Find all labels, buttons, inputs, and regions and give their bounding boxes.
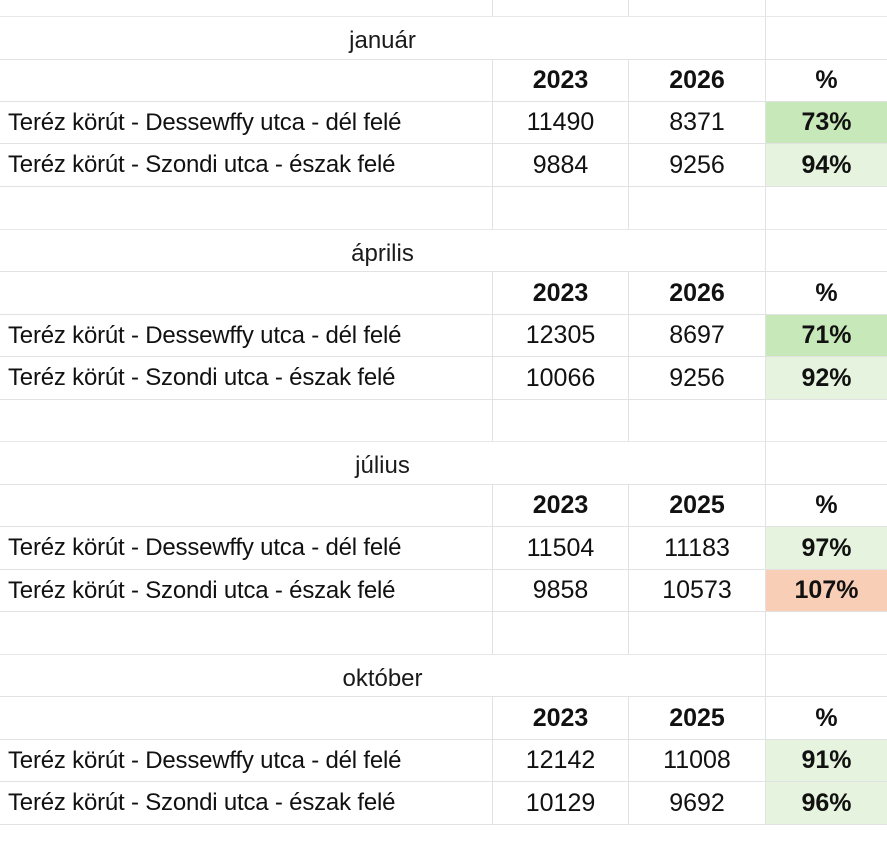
percent-cell[interactable]: 73% xyxy=(766,102,887,144)
month-title-row: január xyxy=(0,17,887,60)
row-label[interactable]: Teréz körút - Dessewffy utca - dél felé xyxy=(0,740,493,782)
header-year-2[interactable]: 2026 xyxy=(629,272,766,315)
row-label[interactable]: Teréz körút - Dessewffy utca - dél felé xyxy=(0,315,493,357)
row-label[interactable]: Teréz körút - Szondi utca - észak felé xyxy=(0,782,493,825)
row-label[interactable]: Teréz körút - Szondi utca - észak felé xyxy=(0,357,493,400)
value-year-2[interactable]: 9256 xyxy=(629,357,766,400)
empty-cell[interactable] xyxy=(493,400,629,442)
blank-row xyxy=(0,400,887,442)
month-title[interactable]: január xyxy=(0,17,766,60)
empty-cell[interactable] xyxy=(0,400,493,442)
empty-cell[interactable] xyxy=(629,187,766,230)
blank-row xyxy=(0,0,887,17)
empty-cell[interactable] xyxy=(766,400,887,442)
header-year-1[interactable]: 2023 xyxy=(493,485,629,527)
header-percent[interactable]: % xyxy=(766,485,887,527)
table-row: Teréz körút - Dessewffy utca - dél felé … xyxy=(0,315,887,357)
empty-cell[interactable] xyxy=(766,17,887,60)
empty-cell[interactable] xyxy=(0,485,493,527)
percent-cell[interactable]: 107% xyxy=(766,570,887,612)
header-year-1[interactable]: 2023 xyxy=(493,272,629,315)
empty-cell[interactable] xyxy=(766,442,887,485)
row-label[interactable]: Teréz körút - Dessewffy utca - dél felé xyxy=(0,527,493,570)
value-year-2[interactable]: 11008 xyxy=(629,740,766,782)
month-title-row: április xyxy=(0,230,887,272)
value-year-1[interactable]: 11490 xyxy=(493,102,629,144)
row-label[interactable]: Teréz körút - Dessewffy utca - dél felé xyxy=(0,102,493,144)
value-year-2[interactable]: 11183 xyxy=(629,527,766,570)
empty-cell[interactable] xyxy=(0,60,493,102)
header-year-1[interactable]: 2023 xyxy=(493,697,629,740)
value-year-2[interactable]: 8697 xyxy=(629,315,766,357)
month-title-row: október xyxy=(0,655,887,697)
header-row: 2023 2025 % xyxy=(0,697,887,740)
month-title-row: július xyxy=(0,442,887,485)
header-percent[interactable]: % xyxy=(766,697,887,740)
value-year-1[interactable]: 10066 xyxy=(493,357,629,400)
percent-cell[interactable]: 96% xyxy=(766,782,887,825)
header-row: 2023 2025 % xyxy=(0,485,887,527)
blank-row xyxy=(0,187,887,230)
percent-cell[interactable]: 91% xyxy=(766,740,887,782)
value-year-2[interactable]: 9256 xyxy=(629,144,766,187)
header-percent[interactable]: % xyxy=(766,272,887,315)
value-year-1[interactable]: 12142 xyxy=(493,740,629,782)
empty-cell[interactable] xyxy=(766,0,887,17)
value-year-1[interactable]: 10129 xyxy=(493,782,629,825)
month-title[interactable]: október xyxy=(0,655,766,697)
value-year-2[interactable]: 10573 xyxy=(629,570,766,612)
header-year-2[interactable]: 2025 xyxy=(629,697,766,740)
table-row: Teréz körút - Szondi utca - észak felé 9… xyxy=(0,144,887,187)
value-year-1[interactable]: 9884 xyxy=(493,144,629,187)
row-label[interactable]: Teréz körút - Szondi utca - észak felé xyxy=(0,144,493,187)
empty-cell[interactable] xyxy=(0,187,493,230)
empty-cell[interactable] xyxy=(629,400,766,442)
table-row: Teréz körút - Szondi utca - észak felé 1… xyxy=(0,357,887,400)
empty-cell[interactable] xyxy=(0,612,493,655)
percent-cell[interactable]: 94% xyxy=(766,144,887,187)
empty-cell[interactable] xyxy=(493,187,629,230)
table-row: Teréz körút - Szondi utca - észak felé 1… xyxy=(0,782,887,825)
header-year-2[interactable]: 2025 xyxy=(629,485,766,527)
empty-cell[interactable] xyxy=(493,0,629,17)
empty-cell[interactable] xyxy=(766,187,887,230)
value-year-1[interactable]: 9858 xyxy=(493,570,629,612)
header-year-2[interactable]: 2026 xyxy=(629,60,766,102)
empty-cell[interactable] xyxy=(493,612,629,655)
percent-cell[interactable]: 97% xyxy=(766,527,887,570)
month-title[interactable]: április xyxy=(0,230,766,272)
table-row: Teréz körút - Dessewffy utca - dél felé … xyxy=(0,527,887,570)
header-year-1[interactable]: 2023 xyxy=(493,60,629,102)
blank-row xyxy=(0,612,887,655)
empty-cell[interactable] xyxy=(629,0,766,17)
month-title[interactable]: július xyxy=(0,442,766,485)
value-year-1[interactable]: 11504 xyxy=(493,527,629,570)
percent-cell[interactable]: 71% xyxy=(766,315,887,357)
empty-cell[interactable] xyxy=(766,230,887,272)
empty-cell[interactable] xyxy=(766,655,887,697)
header-row: 2023 2026 % xyxy=(0,272,887,315)
empty-cell[interactable] xyxy=(629,612,766,655)
empty-cell[interactable] xyxy=(766,612,887,655)
table-row: Teréz körút - Szondi utca - észak felé 9… xyxy=(0,570,887,612)
header-percent[interactable]: % xyxy=(766,60,887,102)
empty-cell[interactable] xyxy=(0,0,493,17)
value-year-1[interactable]: 12305 xyxy=(493,315,629,357)
header-row: 2023 2026 % xyxy=(0,60,887,102)
row-label[interactable]: Teréz körút - Szondi utca - észak felé xyxy=(0,570,493,612)
percent-cell[interactable]: 92% xyxy=(766,357,887,400)
value-year-2[interactable]: 9692 xyxy=(629,782,766,825)
table-row: Teréz körút - Dessewffy utca - dél felé … xyxy=(0,102,887,144)
value-year-2[interactable]: 8371 xyxy=(629,102,766,144)
table-row: Teréz körút - Dessewffy utca - dél felé … xyxy=(0,740,887,782)
empty-cell[interactable] xyxy=(0,697,493,740)
empty-cell[interactable] xyxy=(0,272,493,315)
